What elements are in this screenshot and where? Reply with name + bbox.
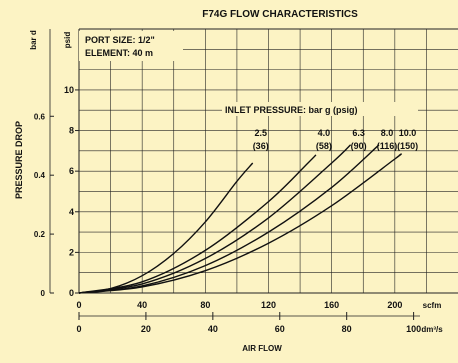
port-size-box [79,31,183,61]
series-sublabel-8.0: (116) [377,141,398,151]
y-tick-psid: 8 [69,126,74,136]
x-tick-dm3: 60 [275,324,285,334]
y-tick-psid: 10 [64,85,74,95]
series-label-2.5: 2.5 [254,128,267,138]
y-tick-psid: 6 [69,166,74,176]
series-curve-4.0 [78,154,317,294]
legend-title: INLET PRESSURE: bar g (psig) [225,105,358,115]
y-unit-secondary: bar d [29,30,38,50]
legend-title-bg [222,102,418,116]
x-tick-scfm: 40 [137,300,147,310]
port-size-label: PORT SIZE: 1/2" [85,35,155,45]
y-unit-primary: psid [63,32,72,49]
x-tick-scfm: 80 [200,300,210,310]
series-sublabel-10.0: (150) [397,141,418,151]
x-unit-primary: scfm [423,301,442,310]
series-label-4.0: 4.0 [318,128,331,138]
x-tick-scfm: 0 [76,300,81,310]
x-tick-scfm: 120 [261,300,276,310]
series-label-10.0: 10.0 [399,128,417,138]
x-unit-secondary: dm³/s [421,325,443,334]
x-tick-dm3: 100 [406,324,421,334]
series-label-8.0: 8.0 [381,128,394,138]
x-tick-dm3: 0 [76,324,81,334]
y-tick-bar: 0.6 [34,112,46,121]
x-tick-dm3: 40 [208,324,218,334]
x-tick-scfm: 200 [387,300,402,310]
curve-labels: 2.5 (36) 4.0 (58) 6.3 (90) 8.0 (116)10.0 (150) [253,128,418,151]
y-tick-psid: 4 [69,207,74,217]
series-curve-6.3 [78,144,352,294]
element-label: ELEMENT: 40 m [85,48,153,58]
series-curve-2.5 [78,162,254,294]
y-tick-bar: 0.2 [34,230,46,239]
y-tick-psid: 0 [69,288,74,298]
x-tick-scfm: 160 [324,300,339,310]
series-sublabel-4.0: (58) [316,141,332,151]
series-label-6.3: 6.3 [352,128,365,138]
x-tick-dm3: 20 [141,324,151,334]
curves [78,144,402,294]
grid-lines [78,28,458,294]
y-tick-bar: 0 [41,289,46,298]
series-curve-8.0 [78,144,380,294]
chart-title: F74G FLOW CHARACTERISTICS [202,9,358,20]
series-sublabel-2.5: (36) [253,141,269,151]
x-tick-dm3: 80 [342,324,352,334]
y-tick-psid: 2 [69,247,74,257]
x-axis-label: AIR FLOW [242,344,282,353]
y-axis-label: PRESSURE DROP [14,121,24,199]
series-curve-10.0 [78,153,402,294]
series-sublabel-6.3: (90) [351,141,367,151]
y-tick-bar: 0.4 [34,171,46,180]
